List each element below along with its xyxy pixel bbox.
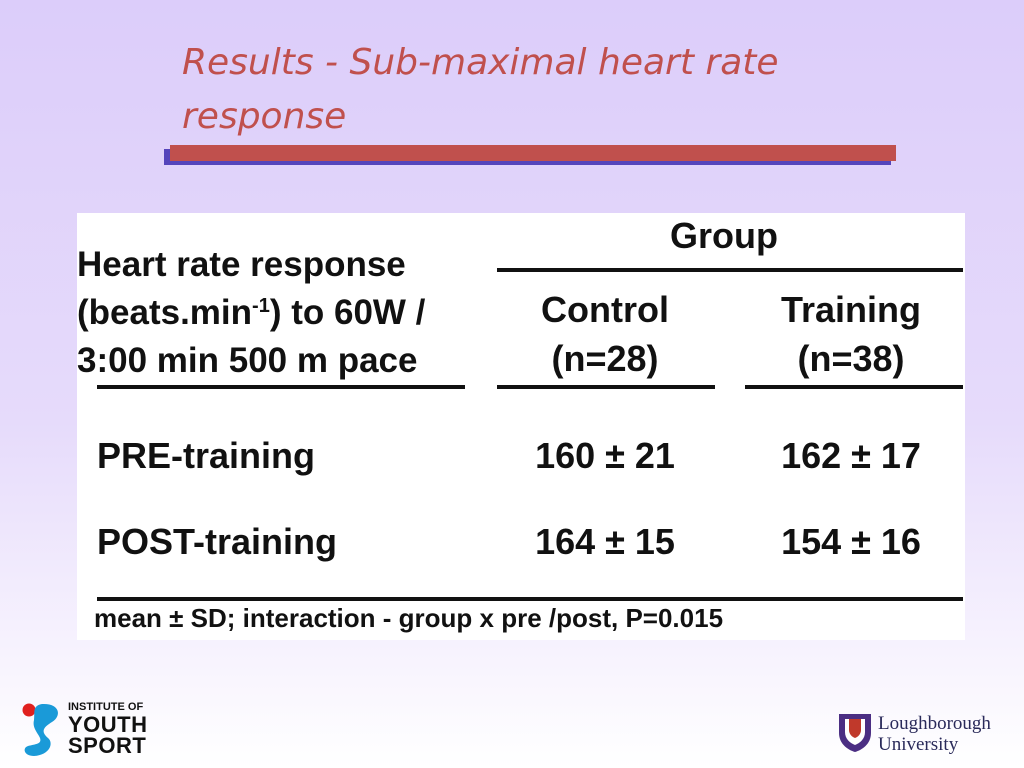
iys-line3: SPORT [68,733,147,758]
column-n: (n=28) [551,338,659,379]
measure-header-line2-post: ) to 60W / [269,293,426,332]
measure-header-line3: 3:00 min 500 m pace [77,341,418,380]
measure-header-line1: Heart rate response [77,245,406,284]
measure-header: Heart rate response (beats.min-1) to 60W… [77,241,425,385]
institute-of-youth-sport-logo: INSTITUTE OF YOUTH SPORT [20,700,165,760]
column-header-training: Training (n=38) [741,285,961,383]
column-n: (n=38) [797,338,905,379]
cell-pre-control: 160 ± 21 [535,435,675,476]
iys-wordmark: INSTITUTE OF YOUTH SPORT [68,701,148,758]
measure-header-line2-pre: (beats.min [77,293,253,332]
iys-figure-icon [22,703,58,756]
row-label-post-training: POST-training [97,521,338,562]
iys-line2: YOUTH [68,712,148,737]
slide-title: Results - Sub-maximal heart rate respons… [182,42,779,137]
loughborough-university-logo: Loughborough University [838,713,1013,757]
bottom-rule [97,597,963,601]
group-header: Group [670,215,778,256]
cell-post-training: 154 ± 16 [781,521,921,562]
measure-header-line2: (beats.min-1) to 60W / [77,289,425,337]
row-label-pre-training: PRE-training [97,435,316,476]
results-table: Group Heart rate response (beats.min-1) … [77,213,965,640]
cell-pre-training: 162 ± 17 [781,435,921,476]
header-rule-training [745,385,963,389]
column-header-control: Control (n=28) [495,285,715,383]
column-name: Control [541,289,669,330]
header-rule-measure [97,385,465,389]
lu-shield-icon [839,714,871,752]
table-footnote: mean ± SD; interaction - group x pre /po… [94,603,724,633]
measure-header-superscript: -1 [252,295,270,317]
iys-line1: INSTITUTE OF [68,701,144,713]
lu-line1: Loughborough [878,713,991,734]
lu-line2: University [878,734,959,755]
column-name: Training [780,289,921,330]
cell-post-control: 164 ± 15 [535,521,675,562]
lu-wordmark: Loughborough University [878,713,991,755]
title-underline [170,145,896,161]
group-rule [497,268,963,272]
header-rule-control [497,385,715,389]
